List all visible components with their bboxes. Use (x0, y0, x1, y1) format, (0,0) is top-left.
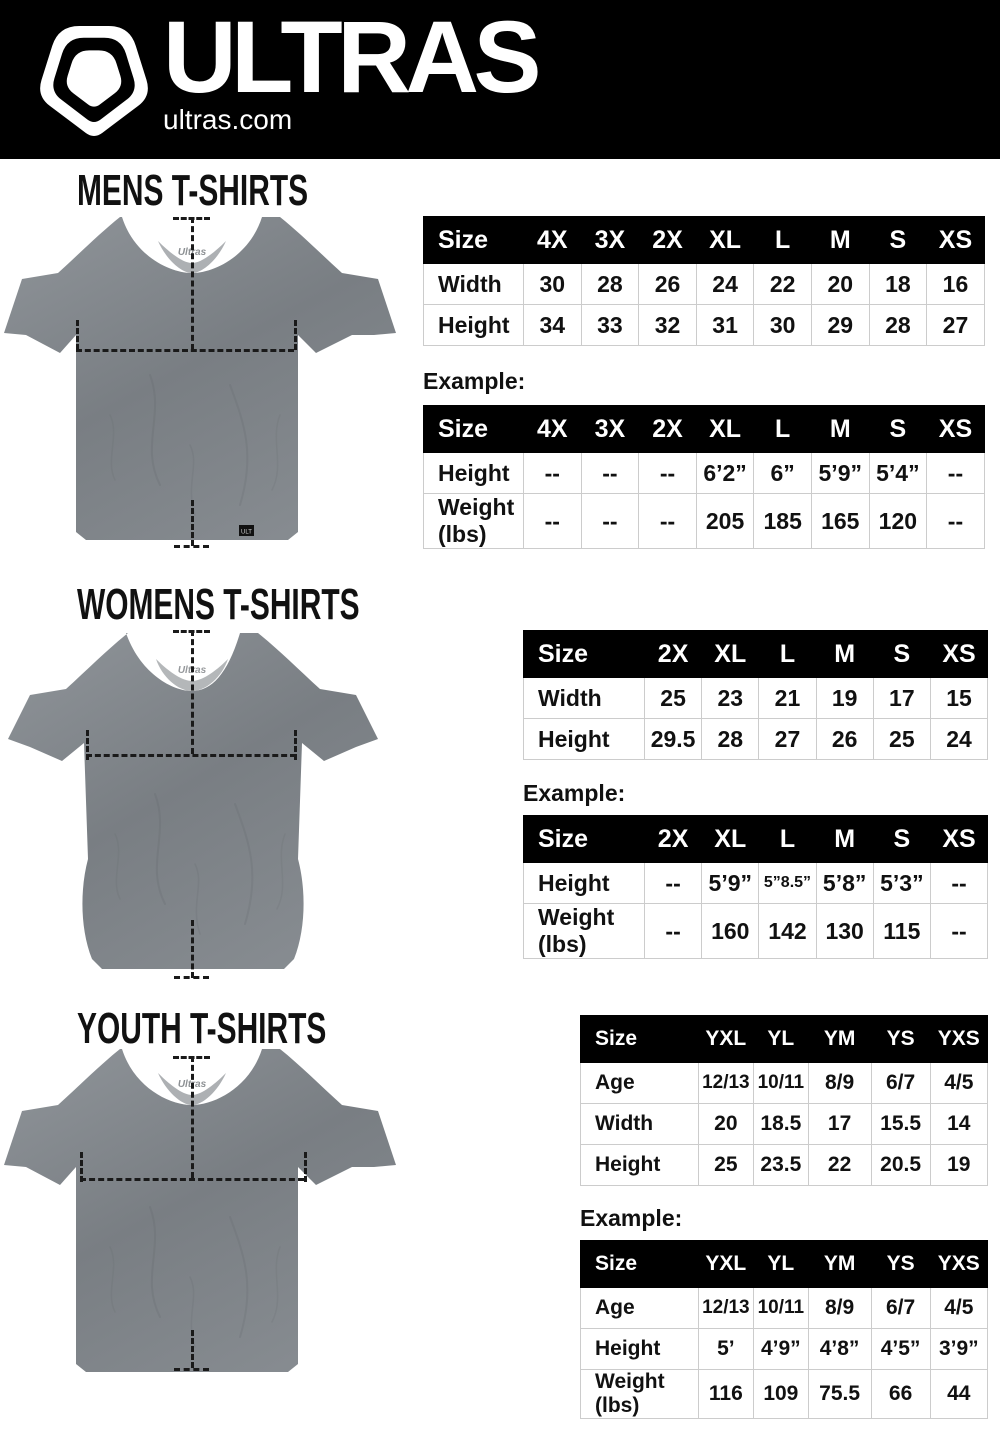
svg-text:ULT: ULT (241, 530, 252, 536)
